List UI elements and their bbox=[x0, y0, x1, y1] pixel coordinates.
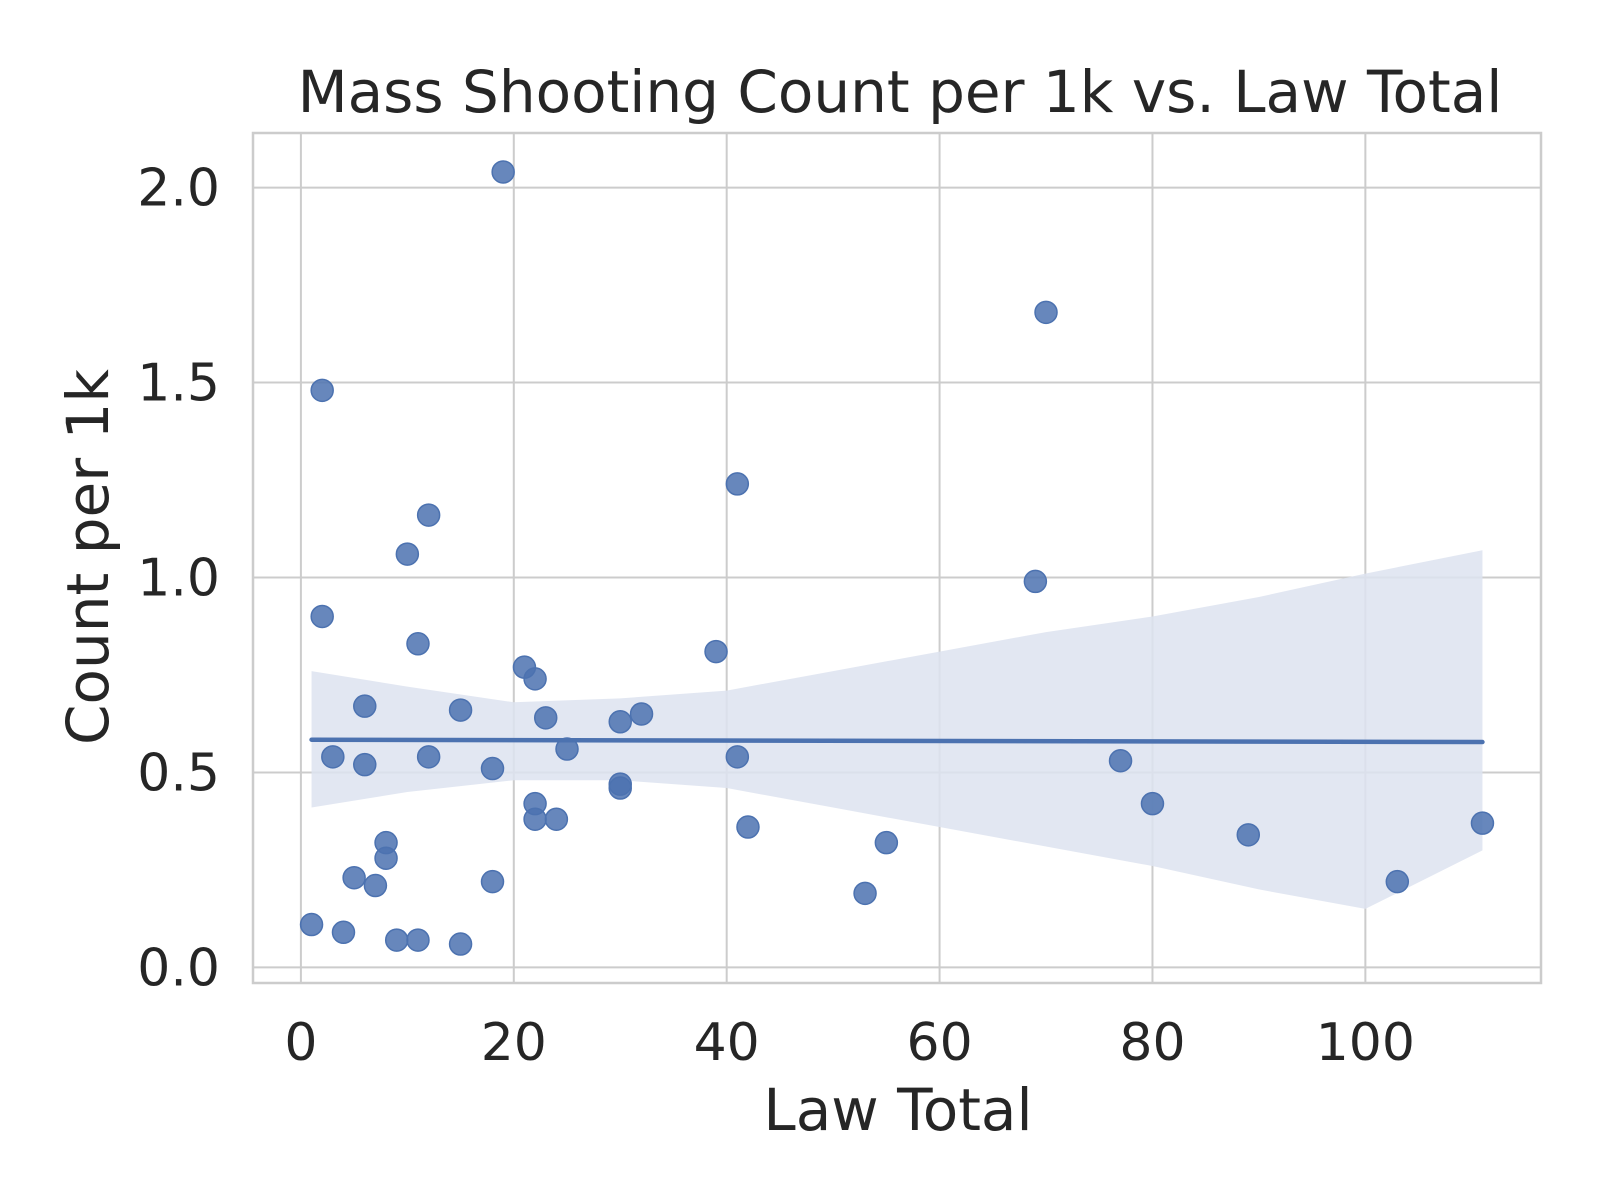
data-point bbox=[299, 912, 324, 937]
data-point bbox=[374, 846, 398, 870]
y-tick-label: 2.0 bbox=[137, 159, 220, 219]
data-point bbox=[704, 639, 728, 664]
data-point bbox=[406, 928, 430, 952]
data-point bbox=[416, 745, 441, 769]
data-point bbox=[1034, 300, 1058, 325]
x-axis-ticks: 0 20 40 60 80 100 bbox=[284, 1013, 1415, 1073]
plot-frame bbox=[251, 131, 1543, 985]
data-point bbox=[1385, 869, 1410, 894]
data-point bbox=[555, 737, 579, 761]
y-tick-label: 1.0 bbox=[137, 548, 220, 608]
data-points bbox=[299, 160, 1495, 956]
data-point bbox=[310, 604, 334, 629]
data-point bbox=[342, 865, 366, 890]
data-point bbox=[395, 542, 420, 566]
chart-title: Mass Shooting Count per 1k vs. Law Total bbox=[298, 58, 1503, 126]
data-point bbox=[608, 710, 632, 734]
x-tick-label: 60 bbox=[906, 1013, 972, 1073]
data-point bbox=[1140, 791, 1165, 816]
data-point bbox=[353, 694, 377, 718]
x-tick-label: 80 bbox=[1119, 1013, 1185, 1073]
data-point bbox=[384, 928, 409, 952]
data-point bbox=[406, 632, 430, 656]
x-tick-label: 40 bbox=[694, 1013, 760, 1073]
data-point bbox=[480, 869, 505, 894]
data-point bbox=[725, 472, 750, 496]
y-tick-label: 0.0 bbox=[137, 938, 220, 998]
data-point bbox=[544, 807, 569, 831]
y-axis-ticks: 0.0 0.5 1.0 1.5 2.0 bbox=[137, 159, 220, 999]
data-point bbox=[1023, 569, 1048, 594]
regression-line bbox=[309, 737, 1485, 745]
data-point bbox=[725, 745, 750, 769]
data-point bbox=[533, 706, 558, 730]
data-point bbox=[331, 920, 356, 945]
confidence-band-area bbox=[311, 550, 1483, 909]
data-point bbox=[629, 702, 654, 726]
data-point bbox=[448, 698, 473, 722]
y-axis-label: Count per 1k bbox=[54, 369, 122, 745]
x-tick-label: 20 bbox=[481, 1013, 547, 1073]
confidence-band bbox=[311, 550, 1483, 909]
data-point bbox=[523, 807, 547, 831]
y-tick-label: 0.5 bbox=[137, 743, 220, 803]
y-tick-label: 1.5 bbox=[137, 354, 220, 414]
data-point bbox=[1108, 749, 1133, 773]
data-point bbox=[523, 667, 547, 691]
data-point bbox=[480, 756, 505, 781]
data-point bbox=[448, 932, 473, 956]
data-point bbox=[1470, 811, 1495, 835]
regression-line-group bbox=[309, 737, 1485, 745]
data-point bbox=[321, 745, 345, 769]
data-point bbox=[874, 830, 899, 855]
x-tick-label: 100 bbox=[1316, 1013, 1415, 1073]
data-point bbox=[1236, 823, 1261, 847]
data-point bbox=[363, 873, 388, 898]
data-point bbox=[608, 776, 632, 800]
data-point bbox=[736, 815, 760, 839]
x-axis-label: Law Total bbox=[763, 1076, 1032, 1144]
data-point bbox=[416, 503, 441, 527]
grid bbox=[253, 133, 1541, 983]
data-point bbox=[310, 378, 334, 403]
x-tick-label: 0 bbox=[284, 1013, 317, 1073]
data-point bbox=[491, 160, 515, 184]
data-point bbox=[853, 881, 877, 906]
data-point bbox=[353, 752, 377, 777]
